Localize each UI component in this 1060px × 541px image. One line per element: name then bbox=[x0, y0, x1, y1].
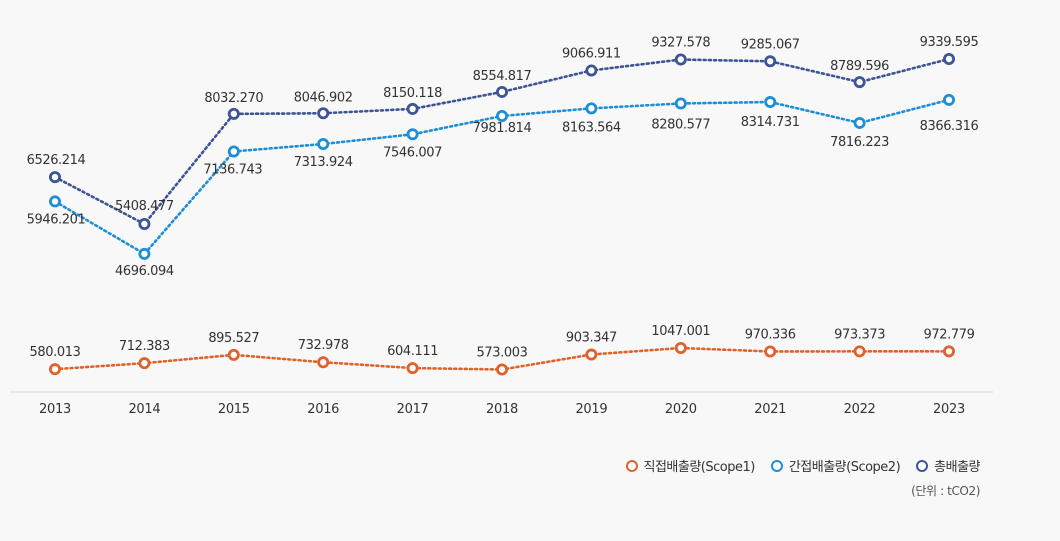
data-label: 8280.577 bbox=[651, 117, 710, 132]
data-label: 732.978 bbox=[298, 338, 349, 353]
data-point bbox=[227, 107, 240, 120]
data-label: 9285.067 bbox=[741, 37, 800, 52]
data-label: 7816.223 bbox=[830, 135, 889, 150]
x-tick-label: 2013 bbox=[39, 402, 71, 417]
data-label: 7313.924 bbox=[294, 155, 353, 170]
data-point bbox=[406, 362, 419, 375]
data-label: 4696.094 bbox=[115, 264, 174, 279]
data-point bbox=[495, 363, 508, 376]
data-point bbox=[406, 102, 419, 115]
data-label: 973.373 bbox=[834, 327, 885, 342]
legend-marker-total bbox=[916, 459, 929, 472]
data-label: 7546.007 bbox=[383, 145, 442, 160]
chart-legend: 직접배출량(Scope1) 간접배출량(Scope2) 총배출량 bbox=[625, 456, 980, 475]
data-label: 8150.118 bbox=[383, 86, 442, 101]
data-point bbox=[227, 145, 240, 158]
legend-label-scope1: 직접배출량(Scope1) bbox=[643, 460, 756, 475]
legend-marker-scope1 bbox=[625, 459, 638, 472]
data-point bbox=[138, 247, 151, 260]
data-label: 9327.578 bbox=[651, 36, 710, 51]
data-point bbox=[495, 85, 508, 98]
data-point bbox=[943, 53, 956, 66]
data-point bbox=[943, 345, 956, 358]
unit-note: (단위 : tCO2) bbox=[911, 484, 980, 498]
data-point bbox=[406, 128, 419, 141]
data-point bbox=[585, 64, 598, 77]
legend-label-scope2: 간접배출량(Scope2) bbox=[788, 460, 901, 475]
data-label: 8789.596 bbox=[830, 59, 889, 74]
data-label: 5408.477 bbox=[115, 199, 174, 214]
data-point bbox=[674, 341, 687, 354]
x-tick-label: 2014 bbox=[128, 402, 160, 417]
x-tick-label: 2020 bbox=[665, 402, 697, 417]
data-point bbox=[764, 55, 777, 68]
legend-item-scope1: 직접배출량(Scope1) bbox=[625, 456, 756, 475]
legend-item-scope2: 간접배출량(Scope2) bbox=[770, 456, 901, 475]
data-point bbox=[49, 363, 62, 376]
x-tick-label: 2015 bbox=[218, 402, 250, 417]
data-point bbox=[853, 116, 866, 129]
data-label: 7136.743 bbox=[203, 162, 262, 177]
data-point bbox=[49, 171, 62, 184]
data-point bbox=[49, 195, 62, 208]
data-label: 972.779 bbox=[924, 327, 975, 342]
data-point bbox=[674, 97, 687, 110]
data-point bbox=[674, 53, 687, 66]
data-label: 8046.902 bbox=[294, 90, 353, 105]
data-label: 8163.564 bbox=[562, 120, 621, 135]
data-point bbox=[764, 96, 777, 109]
data-label: 5946.201 bbox=[27, 212, 86, 227]
data-point bbox=[227, 348, 240, 361]
x-tick-label: 2021 bbox=[754, 402, 786, 417]
legend-label-total: 총배출량 bbox=[934, 460, 980, 475]
data-point bbox=[317, 107, 330, 120]
x-tick-label: 2022 bbox=[844, 402, 876, 417]
data-label: 9339.595 bbox=[920, 35, 979, 50]
data-point bbox=[943, 93, 956, 106]
x-tick-label: 2016 bbox=[307, 402, 339, 417]
data-label: 712.383 bbox=[119, 339, 170, 354]
data-point bbox=[764, 345, 777, 358]
data-point bbox=[317, 356, 330, 369]
data-label: 7981.814 bbox=[473, 121, 532, 136]
data-point bbox=[317, 138, 330, 151]
data-point bbox=[495, 109, 508, 122]
data-label: 580.013 bbox=[30, 345, 81, 360]
x-tick-label: 2018 bbox=[486, 402, 518, 417]
x-tick-label: 2017 bbox=[397, 402, 429, 417]
data-label: 573.003 bbox=[477, 345, 528, 360]
data-point bbox=[853, 76, 866, 89]
data-point bbox=[138, 357, 151, 370]
data-label: 8314.731 bbox=[741, 115, 800, 130]
data-point bbox=[585, 348, 598, 361]
data-label: 6526.214 bbox=[27, 153, 86, 168]
data-label: 1047.001 bbox=[651, 324, 710, 339]
data-label: 604.111 bbox=[387, 344, 438, 359]
x-tick-label: 2019 bbox=[575, 402, 607, 417]
data-label: 8366.316 bbox=[920, 119, 979, 134]
data-label: 9066.911 bbox=[562, 46, 621, 61]
x-tick-label: 2023 bbox=[933, 402, 965, 417]
data-label: 8032.270 bbox=[204, 91, 263, 106]
data-point bbox=[853, 345, 866, 358]
data-label: 895.527 bbox=[208, 331, 259, 346]
data-label: 903.347 bbox=[566, 331, 617, 346]
data-point bbox=[138, 217, 151, 230]
data-point bbox=[585, 102, 598, 115]
data-label: 8554.817 bbox=[473, 69, 532, 84]
legend-item-total: 총배출량 bbox=[916, 456, 980, 475]
data-label: 970.336 bbox=[745, 327, 796, 342]
legend-marker-scope2 bbox=[770, 459, 783, 472]
